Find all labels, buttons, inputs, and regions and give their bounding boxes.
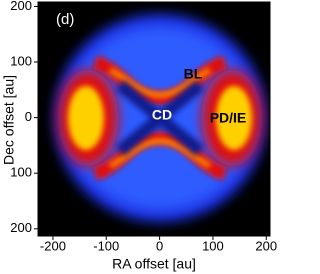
x-tick-label: 0: [156, 238, 163, 253]
annotation: BL: [184, 66, 203, 82]
panel-label: (d): [56, 11, 74, 28]
y-tick-label: 200: [10, 220, 32, 235]
y-tick-label: 100: [10, 53, 32, 68]
x-axis-label: RA offset [au]: [112, 256, 196, 272]
intensity-map: [38, 2, 270, 236]
plot-frame: [37, 1, 271, 237]
annotation: PD/IE: [210, 110, 247, 126]
annotation: CD: [152, 107, 172, 123]
x-tick-label: 100: [202, 238, 224, 253]
x-tick-label: -100: [93, 238, 119, 253]
chart: (d) BL CD PD/IE RA offset [au] Dec offse…: [1, 0, 277, 272]
x-tick-label: 200: [255, 238, 277, 253]
y-tick-label: 200: [10, 0, 32, 13]
y-tick-label: 0: [25, 109, 32, 124]
y-tick-label: 100: [10, 165, 32, 180]
x-tick-label: -200: [40, 238, 66, 253]
y-axis-label: Dec offset [au]: [1, 75, 17, 165]
